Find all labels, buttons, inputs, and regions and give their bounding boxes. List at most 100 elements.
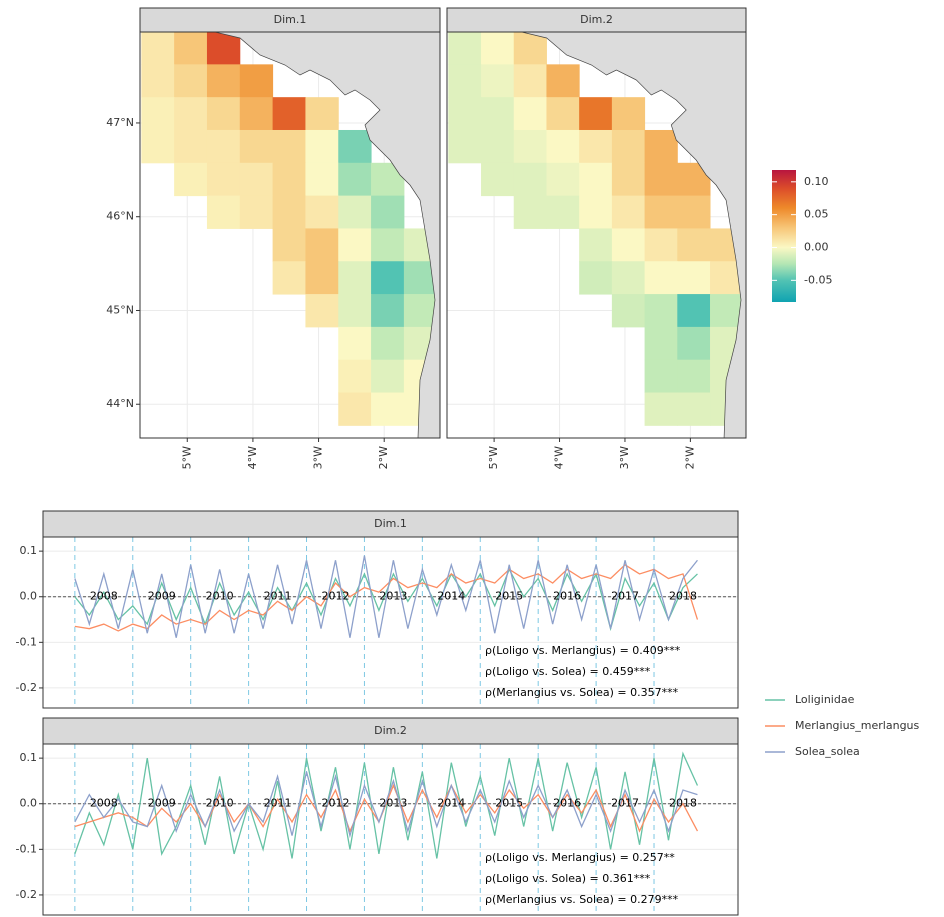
map-cell (239, 97, 274, 131)
annotation: ρ(Loligo vs. Merlangius) = 0.257** (485, 851, 675, 864)
map-cell (579, 261, 613, 295)
map-cell (677, 294, 711, 328)
y-tick-label: 46°N (106, 210, 134, 223)
map-cell (305, 129, 339, 164)
map-cell (272, 228, 306, 262)
map-cell (174, 97, 208, 131)
year-label: 2009 (148, 797, 176, 810)
year-label: 2017 (611, 797, 639, 810)
year-label: 2012 (321, 590, 349, 603)
map-cell (141, 32, 175, 65)
map-cell (448, 97, 482, 131)
map-cell (644, 392, 678, 426)
year-label: 2018 (669, 797, 697, 810)
legend-label: Loliginidae (795, 693, 855, 706)
annotation: ρ(Merlangius vs. Solea) = 0.279*** (485, 893, 679, 906)
y-tick-label: 0.1 (20, 751, 38, 764)
map-cell (579, 129, 613, 164)
year-label: 2016 (553, 590, 581, 603)
y-tick-label: 45°N (106, 303, 134, 316)
map-cell (579, 228, 613, 262)
y-tick-label: 0.0 (20, 590, 38, 603)
colorbar-label: -0.05 (804, 273, 832, 286)
x-tick-label: 4°W (246, 446, 259, 469)
map-cell (239, 129, 274, 164)
year-label: 2012 (321, 797, 349, 810)
map-cell (206, 32, 241, 65)
x-tick-label: 4°W (553, 446, 566, 469)
year-label: 2013 (379, 590, 407, 603)
map-cell (305, 97, 339, 131)
map-cell (371, 261, 405, 295)
x-tick-label: 5°W (487, 446, 500, 469)
year-label: 2014 (437, 797, 465, 810)
map-cell (644, 359, 678, 394)
x-tick-label: 2°W (377, 446, 390, 469)
map-cell (677, 261, 711, 295)
map-cell (272, 97, 306, 131)
strip-title: Dim.2 (374, 724, 407, 737)
map-cell (644, 326, 678, 361)
land (521, 32, 746, 438)
map-cell (338, 392, 372, 426)
legend-label: Merlangius_merlangus (795, 719, 920, 732)
map-cell (546, 129, 580, 164)
map-cell (305, 162, 339, 197)
map-cell (272, 261, 306, 295)
map-cell (174, 162, 208, 197)
map-cell (611, 195, 646, 229)
map-cell (338, 195, 372, 229)
year-label: 2011 (264, 590, 292, 603)
x-tick-label: 3°W (312, 446, 325, 469)
map-cell (174, 32, 208, 65)
map-cell (611, 261, 646, 295)
map-cell (174, 64, 208, 98)
map-cell (206, 129, 241, 164)
map-cell (644, 129, 678, 164)
annotation: ρ(Loligo vs. Merlangius) = 0.409*** (485, 644, 681, 657)
y-tick-label: -0.2 (16, 888, 37, 901)
panel-background (43, 744, 738, 915)
map-cell (546, 162, 580, 197)
map-cell (710, 294, 744, 328)
map-cell (677, 359, 711, 394)
map-cell (513, 129, 547, 164)
map-cell (644, 228, 678, 262)
map-cell (546, 64, 580, 98)
map-cell (513, 32, 547, 65)
year-label: 2015 (495, 590, 523, 603)
map-cell (338, 294, 372, 328)
map-cell (206, 195, 241, 229)
x-tick-label: 5°W (180, 446, 193, 469)
map-cell (481, 129, 515, 164)
map-cell (338, 261, 372, 295)
colorbar-label: 0.05 (804, 208, 829, 221)
panel-background (43, 537, 738, 708)
map-cell (371, 359, 405, 394)
map-cell (338, 162, 372, 197)
map-cell (677, 195, 711, 229)
map-cell (338, 359, 372, 394)
map-cell (371, 326, 405, 361)
strip-title: Dim.1 (274, 13, 307, 26)
map-cell (206, 162, 241, 197)
year-label: 2014 (437, 590, 465, 603)
map-cell (644, 261, 678, 295)
year-label: 2011 (264, 797, 292, 810)
map-cell (338, 129, 372, 164)
series-line (74, 555, 698, 638)
y-tick-label: 0.1 (20, 544, 38, 557)
map-cell (239, 195, 274, 229)
map-cells (447, 32, 746, 438)
map-cell (677, 228, 711, 262)
map-cell (611, 228, 646, 262)
year-label: 2008 (90, 797, 118, 810)
y-tick-label: -0.1 (16, 842, 37, 855)
map-cell (305, 294, 339, 328)
strip-title: Dim.1 (374, 517, 407, 530)
map-cell (174, 129, 208, 164)
map-cell (481, 32, 515, 65)
map-cell (513, 97, 547, 131)
x-tick-label: 3°W (618, 446, 631, 469)
map-cell (371, 228, 405, 262)
